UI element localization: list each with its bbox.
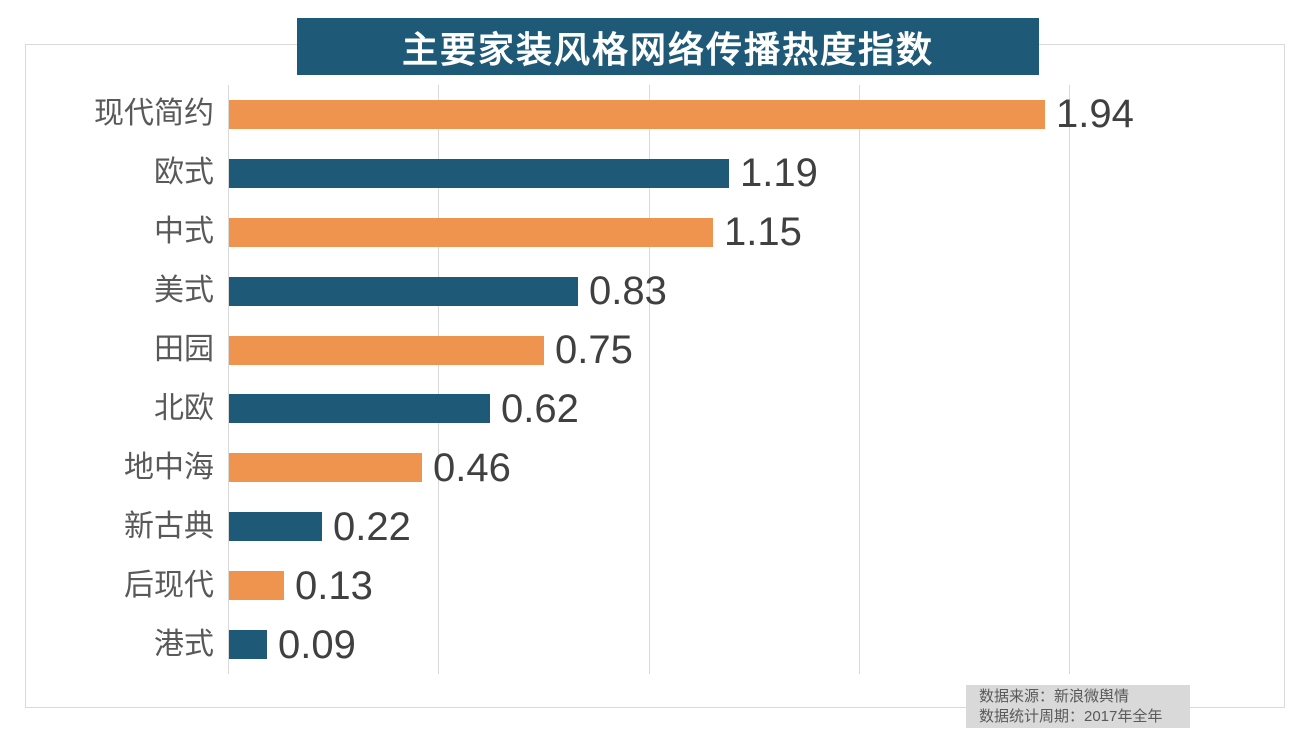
bar xyxy=(229,512,322,541)
bar xyxy=(229,453,422,482)
bar xyxy=(229,218,713,247)
value-label: 0.83 xyxy=(589,269,667,313)
chart-title-banner: 主要家装风格网络传播热度指数 xyxy=(297,18,1039,75)
source-note-line2: 数据统计周期：2017年全年 xyxy=(979,708,1163,725)
gridline xyxy=(858,85,860,674)
chart-title: 主要家装风格网络传播热度指数 xyxy=(401,28,934,70)
value-label: 0.22 xyxy=(333,505,411,549)
gridline xyxy=(228,85,229,674)
gridline xyxy=(648,85,650,674)
bar xyxy=(229,100,1045,129)
gridline xyxy=(438,85,440,674)
value-label: 1.19 xyxy=(740,151,818,195)
bar xyxy=(229,159,729,188)
value-label: 1.15 xyxy=(724,210,802,254)
category-label: 欧式 xyxy=(154,156,214,189)
value-label: 0.62 xyxy=(501,387,579,431)
bar xyxy=(229,630,267,659)
value-label: 0.09 xyxy=(278,623,356,667)
value-label: 0.75 xyxy=(555,328,633,372)
value-label: 0.13 xyxy=(295,564,373,608)
gridline xyxy=(1069,85,1070,674)
source-note-line1: 数据来源：新浪微舆情 xyxy=(979,688,1130,705)
category-label: 后现代 xyxy=(124,569,214,602)
category-label: 中式 xyxy=(154,215,214,248)
value-label: 0.46 xyxy=(433,446,511,490)
bar xyxy=(229,336,544,365)
category-label: 田园 xyxy=(154,333,214,366)
category-label: 地中海 xyxy=(124,451,214,484)
category-label: 美式 xyxy=(154,274,214,307)
bar xyxy=(229,394,490,423)
bar xyxy=(229,571,284,600)
category-label: 港式 xyxy=(154,628,214,661)
category-label: 现代简约 xyxy=(94,97,214,130)
value-label: 1.94 xyxy=(1056,92,1134,136)
bar xyxy=(229,277,578,306)
category-label: 北欧 xyxy=(154,392,214,425)
category-label: 新古典 xyxy=(124,510,214,543)
source-note: 数据来源：新浪微舆情 数据统计周期：2017年全年 xyxy=(966,685,1190,728)
